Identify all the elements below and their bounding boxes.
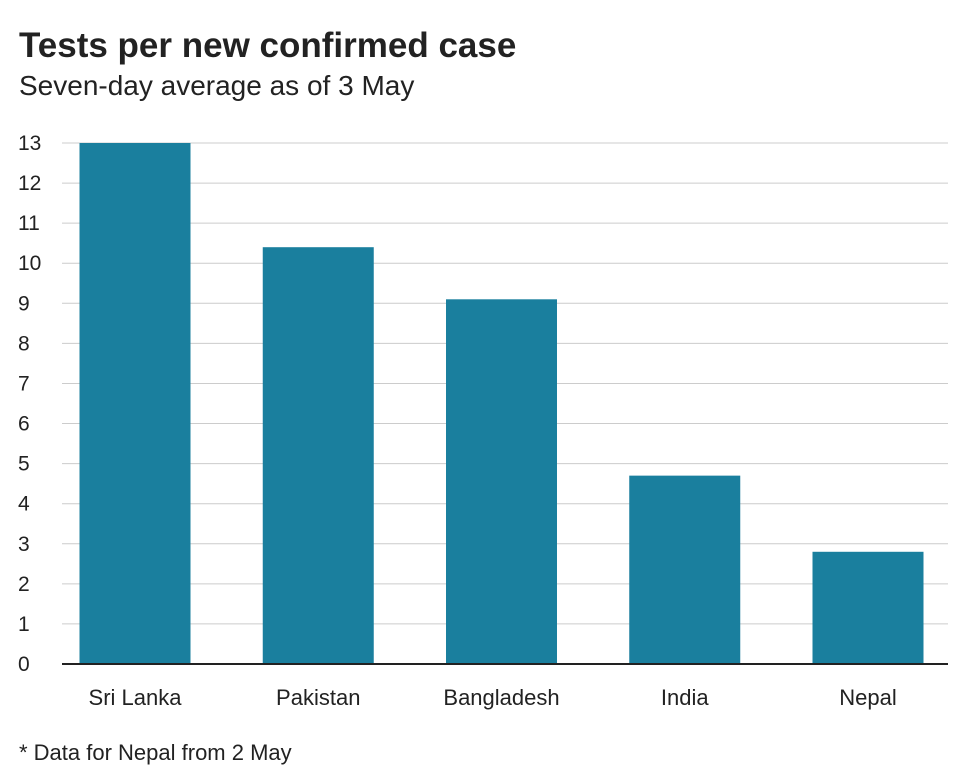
- chart-title: Tests per new confirmed case: [19, 26, 517, 65]
- category-label: Pakistan: [276, 685, 360, 710]
- y-tick-label: 13: [18, 132, 41, 155]
- y-tick-label: 11: [18, 212, 40, 235]
- y-tick-label: 8: [18, 332, 30, 355]
- y-tick-label: 3: [18, 533, 30, 556]
- bar-india: [629, 475, 741, 664]
- chart-subtitle: Seven-day average as of 3 May: [19, 70, 415, 101]
- y-tick-label: 1: [18, 613, 30, 636]
- y-tick-label: 12: [18, 172, 41, 195]
- y-tick-label: 2: [18, 573, 30, 596]
- y-tick-label: 9: [18, 292, 30, 315]
- category-labels: Sri Lanka Pakistan Bangladesh India Nepal: [89, 685, 897, 710]
- bars: [79, 143, 924, 664]
- y-tick-label: 7: [18, 372, 30, 395]
- bar-sri-lanka: [79, 143, 191, 664]
- y-tick-label: 4: [18, 493, 30, 516]
- y-tick-label: 10: [18, 252, 41, 275]
- footnote: * Data for Nepal from 2 May: [19, 740, 292, 765]
- bar-bangladesh: [446, 299, 557, 664]
- y-tick-label: 5: [18, 453, 30, 476]
- bar-pakistan: [262, 247, 374, 664]
- bar-nepal: [812, 551, 924, 664]
- category-label: Bangladesh: [443, 685, 559, 710]
- y-tick-label: 6: [18, 413, 30, 436]
- y-tick-label: 0: [18, 653, 30, 676]
- category-label: Nepal: [839, 685, 896, 710]
- category-label: Sri Lanka: [89, 685, 183, 710]
- category-label: India: [661, 685, 709, 710]
